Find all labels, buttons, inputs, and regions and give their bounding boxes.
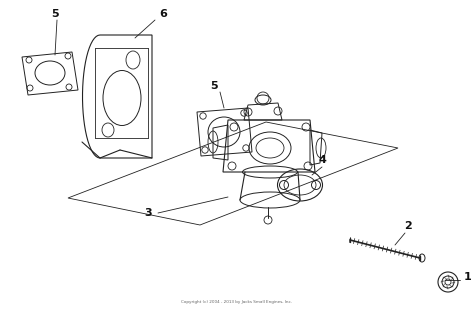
Text: Copyright (c) 2004 - 2013 by Jacks Small Engines, Inc.: Copyright (c) 2004 - 2013 by Jacks Small…: [182, 300, 292, 304]
Text: 2: 2: [404, 221, 412, 231]
Text: 5: 5: [210, 81, 218, 91]
Text: 3: 3: [144, 208, 152, 218]
Text: 5: 5: [51, 9, 59, 19]
Text: 4: 4: [318, 155, 326, 165]
Text: 1: 1: [464, 272, 472, 282]
Text: 6: 6: [159, 9, 167, 19]
